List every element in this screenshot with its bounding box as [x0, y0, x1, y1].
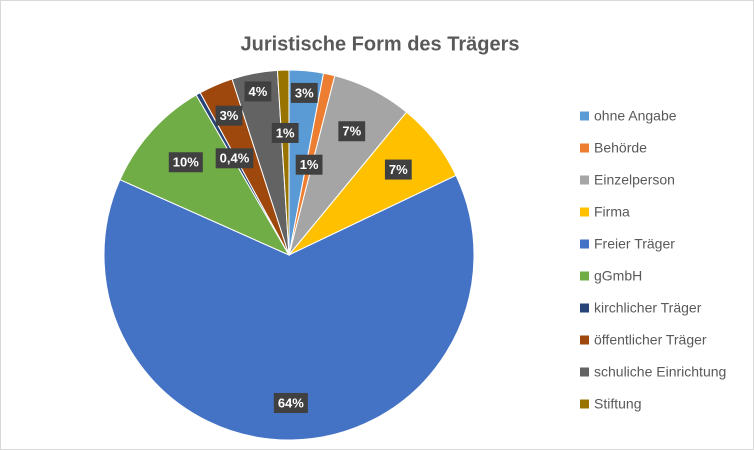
- data-label-text: 1%: [276, 125, 295, 140]
- data-label-box: [295, 154, 323, 175]
- legend-label: gGmbH: [594, 268, 642, 284]
- data-label: 3%: [290, 82, 318, 103]
- data-label-box: [271, 122, 299, 143]
- data-label-box: [215, 148, 254, 169]
- chart-title: Juristische Form des Trägers: [240, 33, 519, 55]
- pie-slice: [103, 174, 475, 441]
- legend-label: kirchlicher Träger: [594, 300, 702, 316]
- legend-swatch: [580, 303, 589, 313]
- legend-label: Freier Träger: [594, 236, 675, 252]
- data-label-text: 1%: [300, 157, 319, 172]
- data-label-text: 64%: [278, 395, 304, 410]
- data-label-text: 7%: [389, 162, 408, 177]
- legend-label: öffentlicher Träger: [594, 332, 707, 348]
- data-label: 0,4%: [215, 148, 254, 169]
- pie-slice: [276, 69, 290, 256]
- data-label-text: 3%: [220, 108, 239, 123]
- legend-label: ohne Angabe: [594, 108, 677, 124]
- data-label: 7%: [338, 121, 366, 142]
- legend-swatch: [580, 271, 589, 281]
- data-label-box: [290, 82, 318, 103]
- data-label: 1%: [295, 154, 323, 175]
- data-label-text: 3%: [295, 85, 314, 100]
- data-label: 10%: [168, 152, 203, 173]
- data-label: 64%: [273, 392, 308, 413]
- legend-swatch: [580, 111, 589, 121]
- legend-label: schuliche Einrichtung: [594, 364, 726, 380]
- legend-swatch: [580, 399, 589, 409]
- data-label-box: [168, 152, 203, 173]
- data-label-box: [244, 81, 272, 102]
- legend-swatch: [580, 335, 589, 345]
- data-label: 3%: [215, 105, 243, 126]
- data-label-box: [215, 105, 243, 126]
- legend-swatch: [580, 239, 589, 249]
- legend-label: Einzelperson: [594, 172, 675, 188]
- legend-label: Behörde: [594, 140, 647, 156]
- legend-label: Firma: [594, 204, 630, 220]
- data-label-text: 0,4%: [220, 151, 250, 166]
- data-label: 4%: [244, 81, 272, 102]
- legend-swatch: [580, 207, 589, 217]
- pie-slice: [119, 94, 291, 257]
- data-label-text: 10%: [173, 155, 199, 170]
- data-label-box: [338, 121, 366, 142]
- data-label-box: [273, 392, 308, 413]
- data-label: 1%: [271, 122, 299, 143]
- data-label-text: 4%: [249, 84, 268, 99]
- legend-swatch: [580, 143, 589, 153]
- legend-swatch: [580, 175, 589, 185]
- legend-swatch: [580, 367, 589, 377]
- data-label-box: [384, 159, 412, 180]
- data-label: 7%: [384, 159, 412, 180]
- legend-label: Stiftung: [594, 396, 641, 412]
- data-label-text: 7%: [342, 124, 361, 139]
